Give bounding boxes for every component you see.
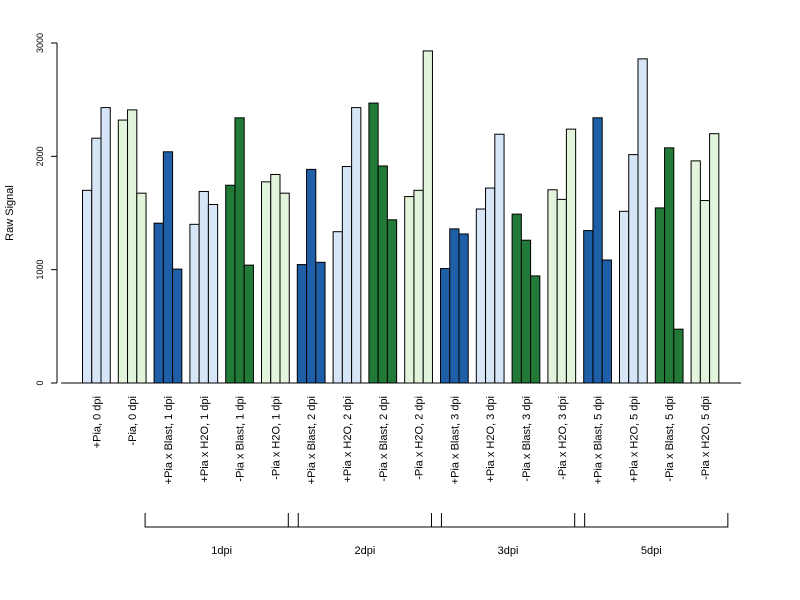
bar	[422, 50, 433, 384]
bar	[404, 196, 415, 384]
bar	[530, 275, 541, 384]
bar	[673, 328, 684, 384]
group-label: 1dpi	[211, 545, 232, 557]
bar	[386, 219, 398, 384]
bar	[117, 119, 129, 384]
bar	[341, 166, 353, 384]
bar	[82, 189, 93, 384]
bar	[306, 168, 317, 384]
group-bracket	[144, 513, 299, 528]
category-label: +Pia x Blast, 3 dpi	[449, 396, 461, 484]
group-label: 2dpi	[354, 545, 375, 557]
bar	[475, 208, 487, 384]
bar	[485, 187, 496, 384]
bar	[583, 230, 594, 384]
bars	[82, 50, 720, 384]
category-label: -Pia x H2O, 1 dpi	[270, 396, 282, 480]
bar	[565, 128, 577, 384]
category-label: -Pia x Blast, 1 dpi	[235, 396, 247, 482]
bar	[91, 137, 102, 384]
category-label: +Pia x H2O, 3 dpi	[485, 396, 497, 483]
group-bracket	[574, 513, 729, 528]
bar	[440, 268, 451, 384]
category-label: -Pia x Blast, 2 dpi	[378, 396, 390, 482]
bar	[449, 228, 460, 384]
category-label: -Pia x H2O, 3 dpi	[557, 396, 569, 480]
category-label: -Pia x Blast, 5 dpi	[664, 396, 676, 482]
group-bracket	[287, 513, 442, 528]
group-label: 3dpi	[498, 545, 519, 557]
bar	[189, 223, 200, 384]
category-label: -Pia x H2O, 2 dpi	[414, 396, 426, 480]
bar	[413, 189, 424, 384]
y-tick-label: 2000	[35, 146, 45, 166]
bar	[243, 264, 254, 384]
bar	[458, 233, 469, 384]
bar	[637, 58, 648, 384]
category-label: +Pia, 0 dpi	[91, 396, 103, 448]
category-label: -Pia x Blast, 3 dpi	[521, 396, 533, 482]
bar	[601, 259, 612, 384]
bar	[225, 184, 236, 384]
y-tick-label: 0	[35, 380, 45, 385]
category-label: +Pia x Blast, 2 dpi	[306, 396, 318, 484]
category-label: -Pia x H2O, 5 dpi	[700, 396, 712, 480]
bar	[628, 154, 639, 384]
bar	[511, 213, 522, 384]
bar	[547, 189, 558, 384]
bar	[279, 192, 290, 384]
category-label: +Pia x H2O, 5 dpi	[628, 396, 640, 483]
bar	[351, 107, 362, 384]
bar	[162, 151, 174, 384]
y-axis-title: Raw Signal	[4, 185, 16, 241]
bar	[127, 109, 138, 384]
bar	[520, 239, 532, 384]
bar	[332, 231, 343, 384]
bar	[699, 200, 711, 384]
bar	[153, 222, 164, 384]
bar	[654, 207, 666, 384]
category-label: -Pia, 0 dpi	[127, 396, 139, 446]
y-tick-label: 1000	[35, 260, 45, 280]
y-axis: 0 1000 2000 3000	[35, 33, 58, 386]
y-tick-label: 3000	[35, 33, 45, 53]
bar	[709, 133, 720, 384]
group-bracket	[431, 513, 586, 528]
bar	[315, 261, 326, 384]
category-label: +Pia x H2O, 2 dpi	[342, 396, 354, 483]
bar	[136, 192, 147, 384]
bar	[172, 268, 183, 384]
bar	[377, 165, 388, 384]
bar	[556, 198, 567, 384]
bar	[690, 160, 701, 384]
category-label: +Pia x Blast, 1 dpi	[163, 396, 175, 484]
group-brackets: 1dpi 2dpi 3dpi 5dpi	[144, 513, 729, 557]
bar	[207, 204, 219, 384]
category-labels: +Pia, 0 dpi -Pia, 0 dpi +Pia x Blast, 1 dp…	[91, 396, 712, 484]
category-label: +Pia x Blast, 5 dpi	[593, 396, 605, 484]
bar	[619, 210, 630, 384]
bar	[234, 117, 245, 384]
bar	[100, 107, 111, 384]
bar	[494, 133, 505, 384]
group-label: 5dpi	[641, 545, 662, 557]
bar	[270, 173, 281, 384]
bar	[261, 181, 272, 384]
category-label: +Pia x H2O, 1 dpi	[199, 396, 211, 483]
bar	[296, 264, 308, 384]
bar	[592, 117, 603, 384]
bar	[664, 147, 675, 384]
bar	[198, 190, 209, 384]
bar	[368, 102, 379, 384]
